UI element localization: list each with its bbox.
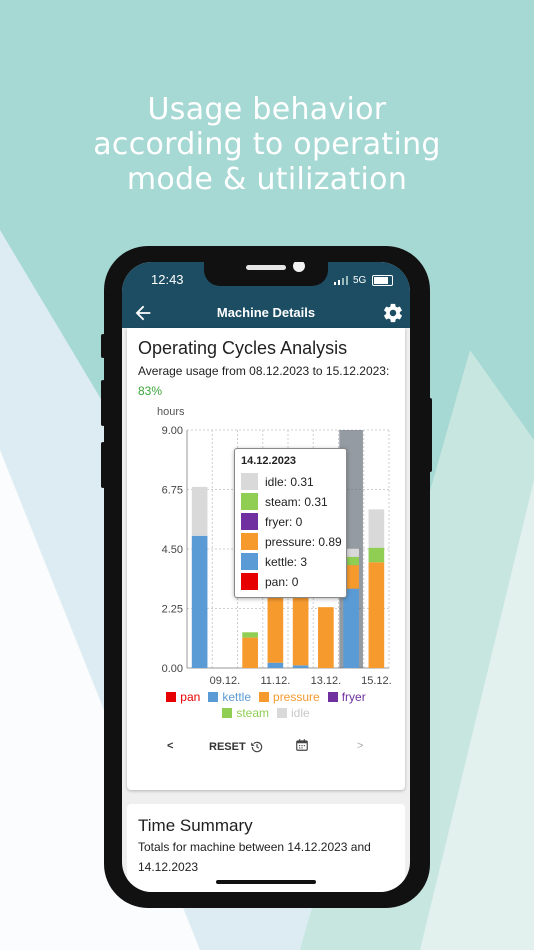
bar-segment-kettle <box>343 588 359 668</box>
chart-controls: < RESET > <box>127 736 405 760</box>
y-axis-label: hours <box>157 406 185 418</box>
tooltip-date: 14.12.2023 <box>241 455 297 467</box>
time-summary-card: Time Summary Totals for machine between … <box>127 804 405 892</box>
headline-line-3: mode & utilization <box>126 162 408 197</box>
page-title: Machine Details <box>216 305 316 320</box>
tooltip-swatch <box>241 473 258 490</box>
phone-power-button <box>428 398 432 472</box>
bar-segment-pressure <box>368 562 385 668</box>
status-time: 12:43 <box>151 272 184 287</box>
tooltip-swatch <box>241 513 258 530</box>
phone-mute-switch <box>101 334 105 358</box>
tooltip-label: pressure: 0.89 <box>265 534 342 549</box>
history-icon <box>250 741 262 753</box>
legend-item-fryer[interactable]: fryer <box>327 690 366 704</box>
average-usage-text: Average usage from 08.12.2023 to 15.12.2… <box>138 364 390 378</box>
reset-button[interactable]: RESET <box>209 740 264 754</box>
bar-segment-idle <box>191 486 208 536</box>
notch <box>204 262 328 286</box>
bar-segment-pressure <box>318 607 334 668</box>
card-subtitle: Average usage from 08.12.2023 to 15.12.2… <box>138 361 398 401</box>
operating-cycles-card: Operating Cycles Analysis Average usage … <box>127 328 405 790</box>
bar-segment-kettle <box>292 665 309 668</box>
reset-label: RESET <box>209 741 246 753</box>
tooltip-swatch <box>241 493 258 510</box>
bar-segment-pressure <box>267 586 284 663</box>
gear-icon[interactable] <box>382 302 404 324</box>
headline: Usage behavior according to operating mo… <box>0 92 534 197</box>
card-title: Operating Cycles Analysis <box>138 338 348 358</box>
headline-line-1: Usage behavior <box>147 92 387 127</box>
headline-line-2: according to operating <box>93 127 441 162</box>
summary-subtitle: Totals for machine between 14.12.2023 an… <box>138 840 371 874</box>
summary-title: Time Summary <box>138 816 253 835</box>
phone-screen: 12:43 5G Machine Details Operating Cycle… <box>122 262 410 892</box>
tooltip-swatch <box>241 533 258 550</box>
previous-button[interactable]: < <box>167 740 174 752</box>
calendar-icon[interactable] <box>295 738 309 752</box>
tooltip-label: idle: 0.31 <box>265 474 314 489</box>
bar-segment-idle <box>368 509 385 548</box>
legend-item-pan[interactable]: pan <box>166 690 200 704</box>
next-button[interactable]: > <box>357 740 364 752</box>
tooltip-label: fryer: 0 <box>265 514 303 529</box>
front-camera <box>293 262 305 272</box>
tooltip-label: kettle: 3 <box>265 554 308 569</box>
bar-segment-steam <box>343 556 359 566</box>
bar-segment-idle <box>343 548 359 557</box>
bar-segment-steam <box>368 547 385 563</box>
legend-item-steam[interactable]: steam <box>222 706 269 720</box>
x-tick-label: 09.12. <box>210 675 241 687</box>
tooltip-label: pan: 0 <box>265 574 299 589</box>
x-tick-label: 15.12. <box>361 675 392 687</box>
app-bar: Machine Details <box>122 298 410 328</box>
tooltip-row: steam: 0.31 <box>241 493 328 510</box>
phone-volume-down <box>101 442 105 488</box>
phone-volume-up <box>101 380 105 426</box>
tooltip-row: fryer: 0 <box>241 513 302 530</box>
y-tick-label: 0.00 <box>162 663 183 675</box>
bar-segment-pressure <box>242 637 258 668</box>
battery-icon <box>372 275 393 286</box>
x-tick-label: 11.12. <box>260 675 290 687</box>
tooltip-row: pressure: 0.89 <box>241 533 342 550</box>
home-indicator <box>216 880 316 884</box>
bar-segment-pressure <box>343 565 359 589</box>
legend-item-kettle[interactable]: kettle <box>208 690 251 704</box>
chart-tooltip: 14.12.2023 idle: 0.31 steam: 0.31 fryer:… <box>234 448 347 598</box>
legend-item-idle[interactable]: idle <box>277 706 310 720</box>
signal-icon <box>334 276 348 285</box>
tooltip-row: idle: 0.31 <box>241 473 314 490</box>
tooltip-label: steam: 0.31 <box>265 494 328 509</box>
bar-segment-steam <box>242 632 258 638</box>
network-label: 5G <box>353 275 367 286</box>
y-tick-label: 2.25 <box>162 604 183 616</box>
tooltip-row: kettle: 3 <box>241 553 307 570</box>
bar-segment-kettle <box>267 662 284 668</box>
x-tick-label: 13.12. <box>311 675 342 687</box>
tooltip-swatch <box>241 553 258 570</box>
arrow-left-icon[interactable] <box>132 302 154 324</box>
tooltip-row: pan: 0 <box>241 573 298 590</box>
bar-segment-kettle <box>191 535 208 668</box>
y-tick-label: 6.75 <box>162 485 183 497</box>
legend-item-pressure[interactable]: pressure <box>259 690 320 704</box>
y-tick-label: 9.00 <box>162 425 183 437</box>
usage-percent: 83% <box>138 384 163 398</box>
stacked-bar-chart[interactable]: hours 0.00 2.25 4.50 6.75 9.00 09.12. 11.12. 13.… <box>127 403 405 693</box>
speaker <box>246 265 286 270</box>
y-tick-label: 4.50 <box>162 544 183 556</box>
tooltip-swatch <box>241 573 258 590</box>
chart-legend: pan kettle pressure fryer steam idle <box>127 690 405 722</box>
